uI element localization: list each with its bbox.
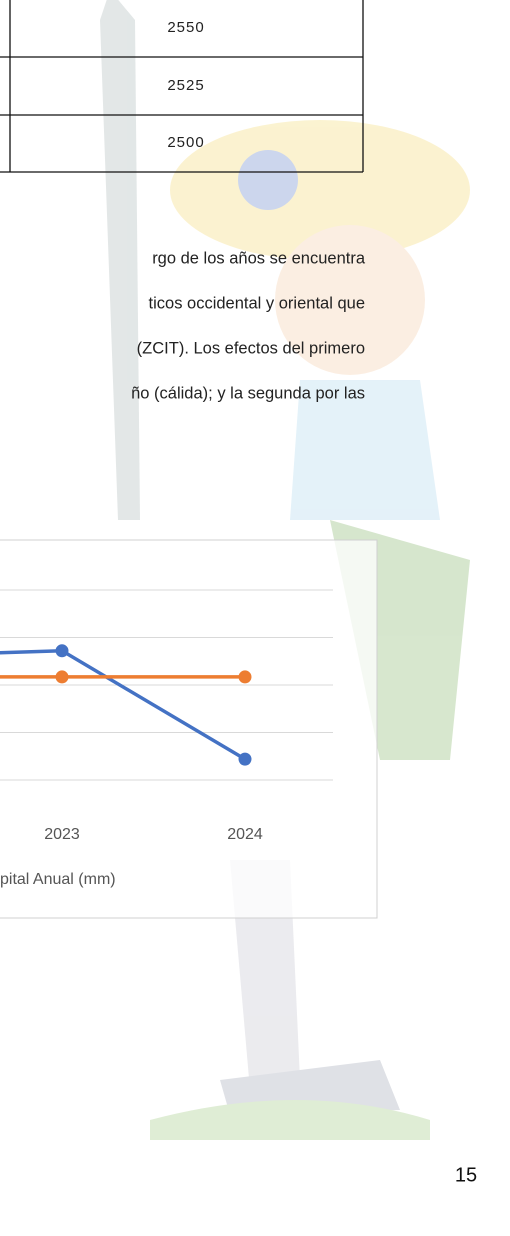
paragraph-line: ticos occidental y oriental que — [149, 294, 365, 312]
data-point — [56, 644, 69, 657]
legend-label: pital Anual (mm) — [0, 871, 116, 888]
data-point — [239, 753, 252, 766]
page: {"table": {"rows": [["2550"], ["2525"], … — [0, 0, 510, 1236]
x-tick-label: 2023 — [44, 826, 80, 843]
chart-frame — [0, 540, 377, 918]
table-cell: 2525 — [167, 77, 204, 94]
table-cell: 2500 — [167, 134, 204, 151]
data-point — [56, 670, 69, 683]
x-tick-label: 2024 — [227, 826, 263, 843]
paragraph-line: ño (cálida); y la segunda por las — [131, 384, 365, 402]
paragraph-line: rgo de los años se encuentra — [152, 249, 366, 267]
document-page: 2550 2525 2500 rgo de los años se encuen… — [0, 0, 510, 1236]
data-point — [239, 670, 252, 683]
page-number: 15 — [455, 1164, 477, 1186]
table-cell: 2550 — [167, 19, 204, 36]
paragraph-line: (ZCIT). Los efectos del primero — [137, 339, 365, 357]
